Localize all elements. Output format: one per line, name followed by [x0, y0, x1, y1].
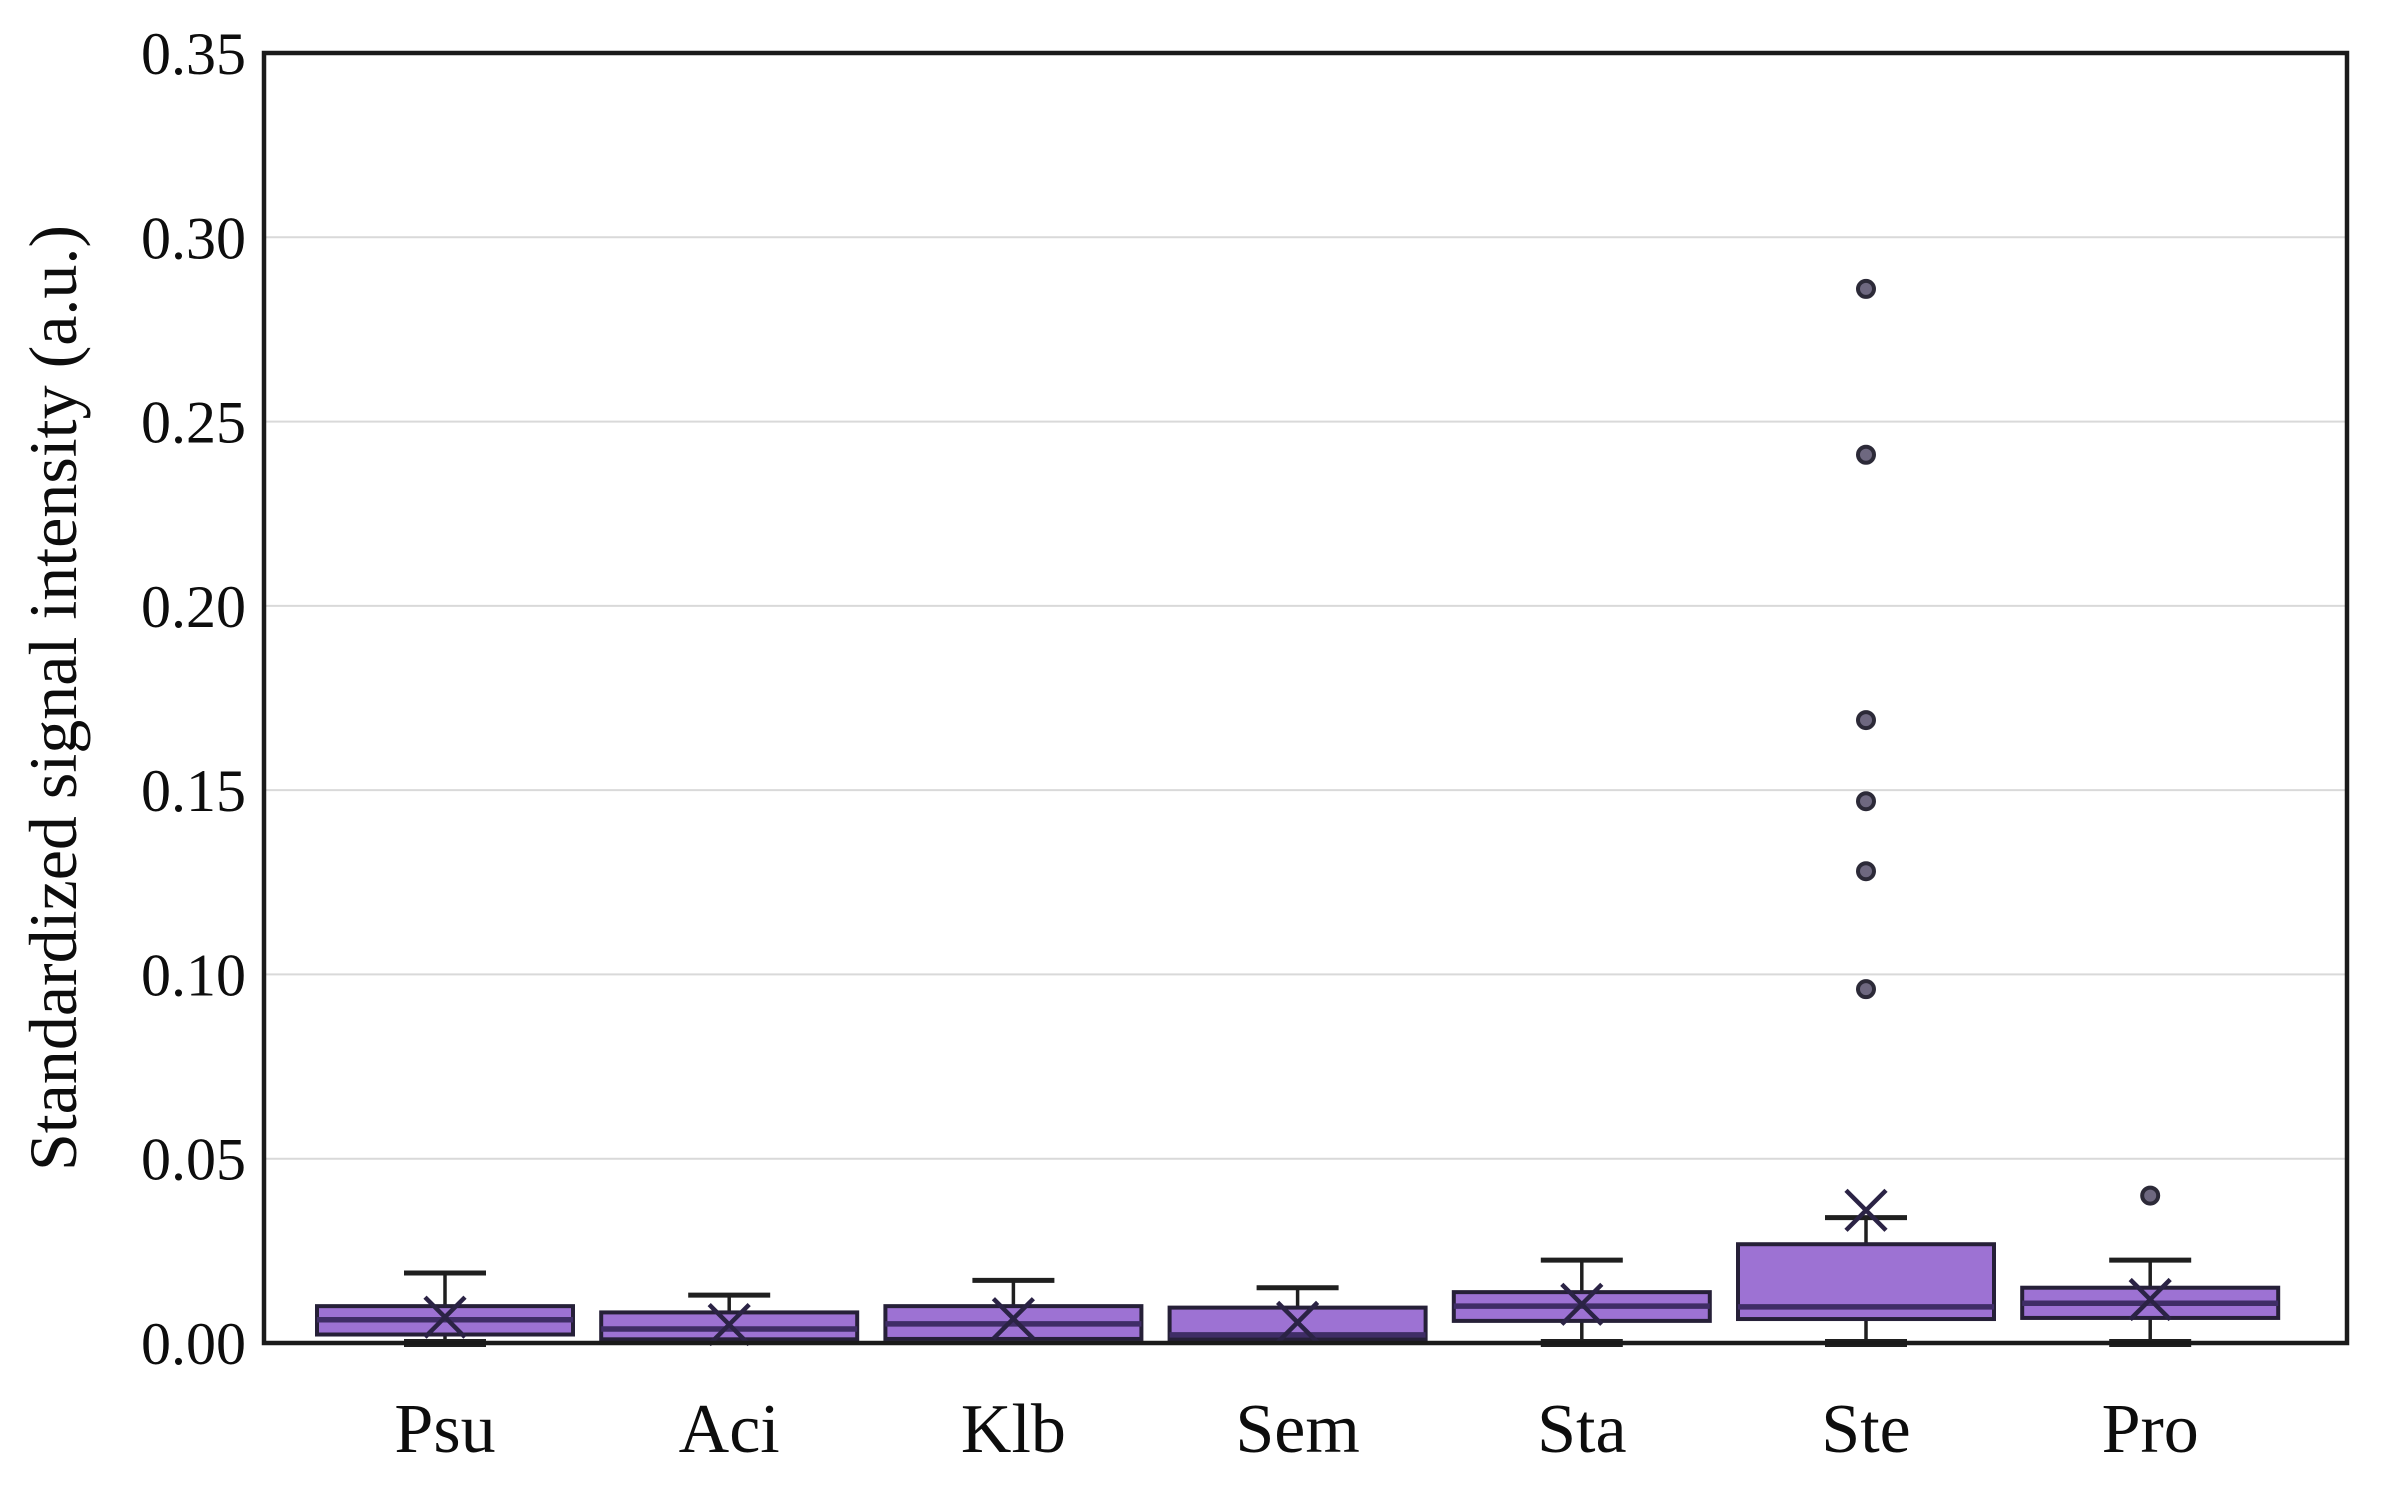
gridlines-layer [264, 236, 2347, 1160]
y-tick-label: 0.00 [141, 1311, 246, 1377]
outlier-point-ste [1856, 979, 1876, 1000]
mean-marker-pro [2128, 1277, 2172, 1322]
x-category-label: Sem [1235, 1391, 1359, 1468]
y-tick-label: 0.20 [141, 574, 246, 640]
outlier-point-pro [2140, 1185, 2161, 1206]
x-category-label: Pro [2102, 1391, 2199, 1468]
mean-marker-stroke [991, 1297, 1035, 1341]
mean-marker-stroke [1844, 1188, 1888, 1232]
mean-marker-stroke [2128, 1277, 2172, 1322]
outlier-point-ste [1856, 791, 1876, 812]
y-axis-title: Standardized signal intensity (a.u.) [15, 225, 91, 1171]
mean-marker-sem [1276, 1300, 1320, 1344]
x-category-label: Ste [1821, 1391, 1910, 1468]
outlier-point-ste [1856, 444, 1876, 465]
y-tick-label: 0.35 [141, 21, 246, 87]
y-tick-label: 0.10 [141, 942, 246, 1008]
mean-marker-aci [707, 1302, 751, 1347]
mean-marker-klb [991, 1297, 1035, 1341]
x-category-label: Sta [1537, 1391, 1626, 1468]
mean-marker-stroke [1276, 1300, 1320, 1344]
mean-marker-stroke [1560, 1282, 1604, 1326]
mean-marker-psu [423, 1295, 467, 1339]
mean-marker-sta [1560, 1282, 1604, 1326]
plot-frame [261, 50, 2350, 1346]
axis-labels-layer: 0.00 0.05 0.10 0.15 0.20 0.25 0.30 0.35 Psu Aci Kl… [141, 21, 2199, 1468]
outlier-point-ste [1856, 861, 1876, 882]
outlier-point-ste [1856, 710, 1876, 731]
x-category-label: Psu [394, 1391, 495, 1468]
x-category-label: Klb [961, 1391, 1066, 1468]
mean-marker-stroke [707, 1302, 751, 1347]
boxes-layer [315, 278, 2281, 1347]
mean-marker-ste [1844, 1188, 1888, 1232]
y-tick-label: 0.15 [141, 758, 246, 824]
y-tick-label: 0.25 [141, 390, 246, 456]
mean-marker-stroke [423, 1295, 467, 1339]
outlier-point-ste [1856, 278, 1876, 299]
x-category-label: Aci [679, 1391, 780, 1468]
y-tick-label: 0.05 [141, 1127, 246, 1193]
y-tick-label: 0.30 [141, 205, 246, 271]
axes-frame-layer [261, 50, 2350, 1346]
